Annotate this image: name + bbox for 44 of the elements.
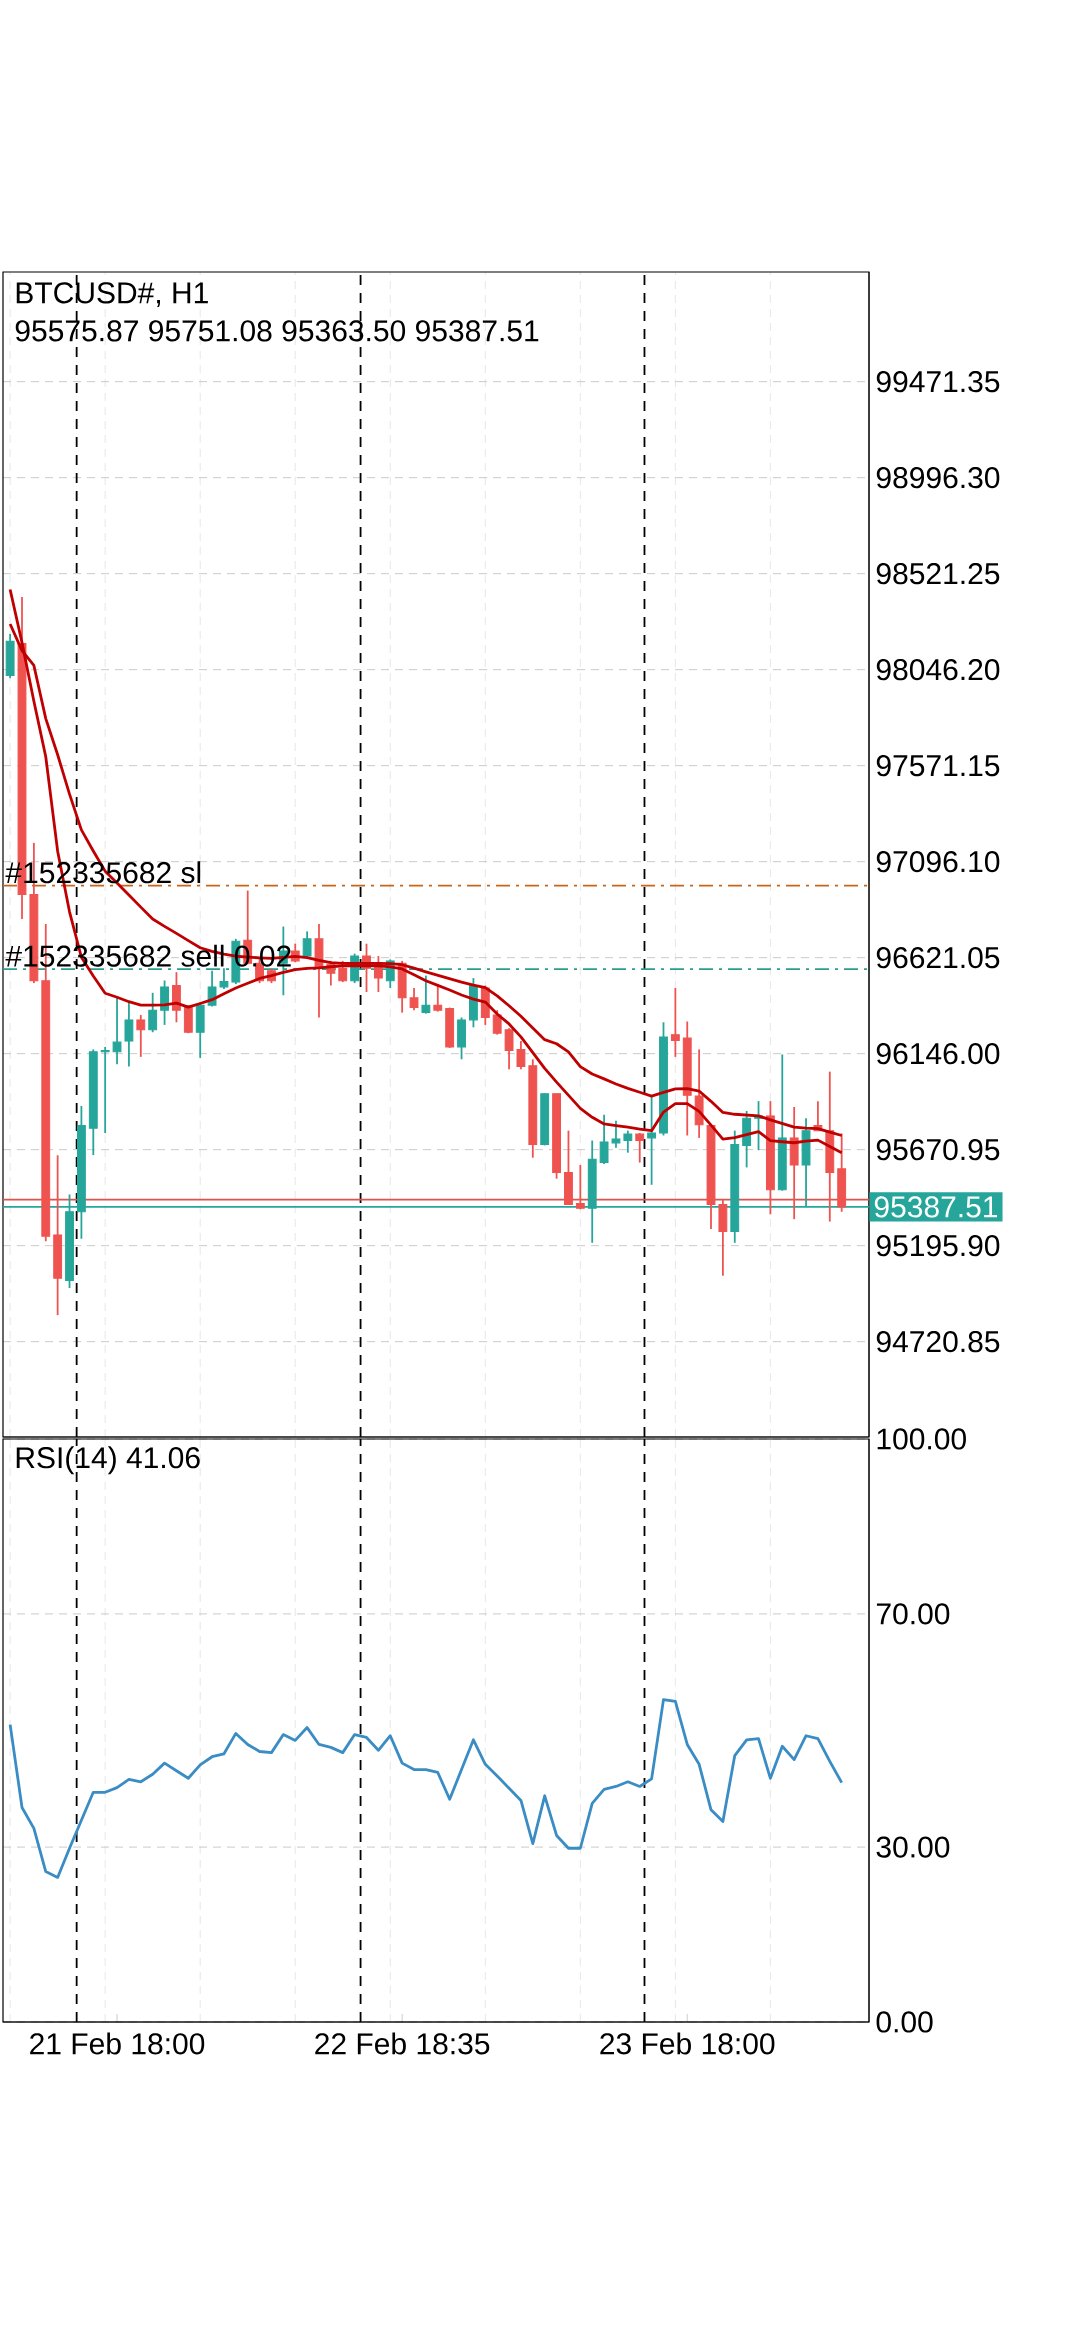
- y-tick-label: 96146.00: [876, 1043, 1000, 1065]
- candlestick: [124, 1001, 134, 1068]
- candlestick: [112, 996, 122, 1066]
- candlestick: [421, 974, 431, 1015]
- candlestick: [670, 987, 680, 1058]
- candlestick: [433, 984, 443, 1013]
- y-tick-label: 0.00: [876, 2011, 933, 2033]
- candlestick: [623, 1129, 633, 1154]
- y-tick-label: 97096.10: [876, 851, 1000, 873]
- candlestick: [599, 1113, 609, 1165]
- candlestick: [647, 1095, 657, 1186]
- candlestick: [516, 1040, 526, 1071]
- candlestick: [148, 991, 158, 1034]
- candlestick: [492, 1009, 502, 1036]
- x-tick-label: 22 Feb 18:35: [315, 2032, 490, 2055]
- chart-title: RSI(14) 41.06: [16, 1446, 200, 1475]
- candlestick: [611, 1119, 621, 1149]
- candlestick: [338, 959, 348, 983]
- candlestick: [409, 987, 419, 1012]
- x-tick-label: 23 Feb 18:00: [600, 2032, 775, 2055]
- candlestick: [136, 1014, 146, 1058]
- candlestick: [504, 1027, 514, 1071]
- candlestick: [635, 1132, 645, 1164]
- chart-title: BTCUSD#, H1: [16, 282, 208, 307]
- y-tick-label: 94720.85: [876, 1331, 1000, 1353]
- text: 95575.87 95751.08 95363.50 95387.51: [15, 320, 539, 342]
- y-tick-label: 96621.05: [876, 947, 1000, 969]
- y-tick-label: 98046.20: [876, 659, 1000, 681]
- x-tick-label: 21 Feb 18:00: [30, 2032, 205, 2055]
- ref-line-label: 95387.51: [874, 1196, 998, 1218]
- candlestick: [302, 930, 312, 960]
- y-tick-label: 98521.25: [876, 563, 1000, 585]
- candlestick: [575, 1164, 585, 1211]
- y-tick-label: 30.00: [876, 1836, 950, 1858]
- candlestick: [160, 979, 169, 1026]
- y-tick-label: 70.00: [876, 1603, 950, 1625]
- y-tick-label: 100.00: [877, 1428, 966, 1450]
- y-tick-label: 97571.15: [876, 755, 1000, 777]
- candlestick: [100, 1046, 110, 1134]
- y-tick-label: 99471.35: [876, 371, 1000, 393]
- y-tick-label: 98996.30: [876, 467, 1000, 489]
- line-series: [8, 1698, 844, 1879]
- y-tick-label: 95670.95: [876, 1139, 1000, 1161]
- y-tick-label: 95195.90: [876, 1235, 1000, 1257]
